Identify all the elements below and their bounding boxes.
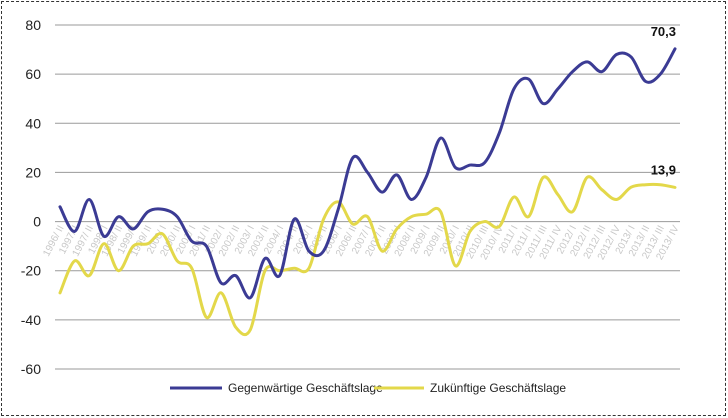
end-label-gegenwaertig: 70,3 bbox=[651, 24, 676, 39]
y-tick-label: 20 bbox=[25, 164, 41, 180]
y-tick-label: -20 bbox=[21, 263, 41, 279]
series-lines bbox=[58, 47, 677, 337]
y-axis: 80 60 40 20 0 -20 -40 -60 bbox=[21, 17, 41, 377]
y-tick-label: -40 bbox=[21, 312, 41, 328]
legend-entry: Zukünftige Geschäftslage bbox=[430, 381, 566, 395]
grid bbox=[55, 24, 680, 370]
y-tick-label: 80 bbox=[25, 17, 41, 33]
end-labels: 70,3 13,9 bbox=[651, 24, 676, 178]
legend-entry: Gegenwärtige Geschäftslage bbox=[228, 381, 383, 395]
legend: Gegenwärtige Geschäftslage Zukünftige Ges… bbox=[170, 381, 566, 395]
series-line-zukuenftig bbox=[58, 175, 677, 337]
y-tick-label: -60 bbox=[21, 361, 41, 377]
y-tick-label: 60 bbox=[25, 66, 41, 82]
y-tick-label: 0 bbox=[33, 214, 41, 230]
end-label-zukuenftig: 13,9 bbox=[651, 162, 676, 177]
series-line-gegenwaertig bbox=[58, 47, 677, 300]
y-tick-label: 40 bbox=[25, 115, 41, 131]
